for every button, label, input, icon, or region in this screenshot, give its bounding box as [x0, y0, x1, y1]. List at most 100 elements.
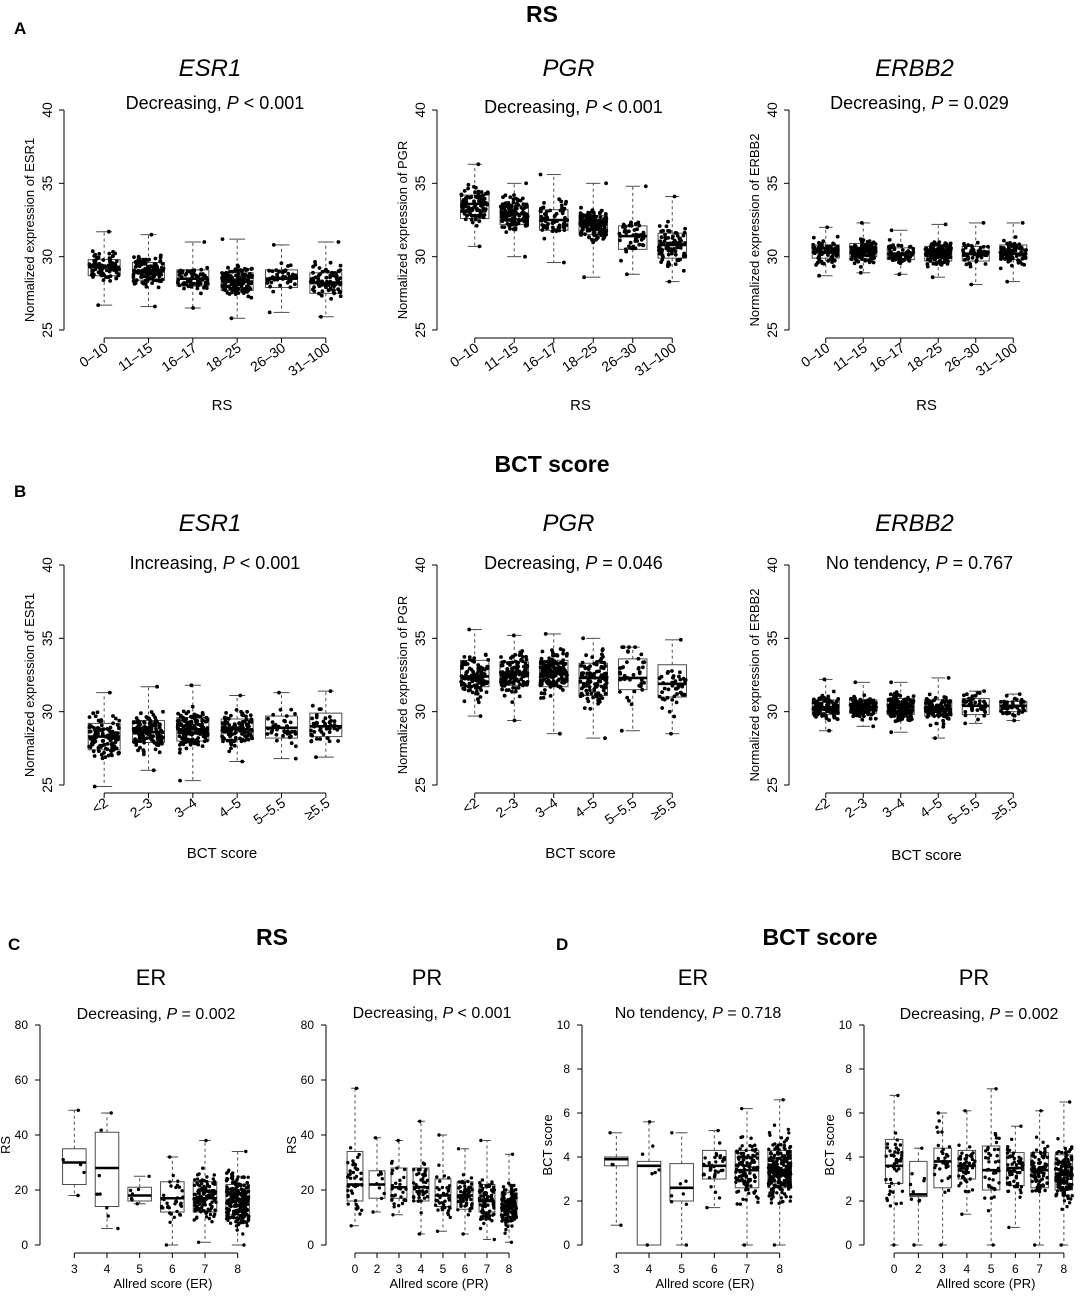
data-point	[465, 669, 470, 674]
data-point	[873, 716, 878, 721]
data-point	[581, 671, 586, 675]
data-point	[194, 738, 199, 742]
data-point	[941, 724, 946, 729]
data-point	[474, 185, 478, 190]
section-title-a: RS	[526, 1, 558, 27]
data-point	[681, 233, 686, 238]
x-tick-label: 2–3	[842, 794, 870, 821]
y-tick-label: 25	[764, 777, 780, 793]
y-axis-label: RS	[0, 1136, 13, 1154]
data-point	[507, 661, 512, 665]
data-point	[151, 768, 156, 773]
y-axis-label: Normalized expression of ESR1	[22, 593, 37, 777]
data-point	[579, 686, 584, 691]
data-point	[666, 228, 670, 233]
data-point	[136, 1187, 141, 1192]
data-point	[200, 1178, 204, 1182]
data-point	[948, 699, 952, 703]
data-point	[512, 718, 517, 723]
data-point	[504, 688, 509, 693]
data-point	[466, 684, 471, 689]
y-tick-label: 80	[15, 1018, 29, 1032]
chart-title: PGR	[542, 55, 594, 82]
data-point	[334, 277, 339, 281]
jitter-points	[265, 690, 298, 761]
data-point	[865, 253, 869, 258]
data-point	[245, 1224, 249, 1228]
data-point	[226, 265, 230, 270]
data-point	[161, 709, 165, 714]
box-group	[176, 240, 210, 310]
data-point	[524, 683, 529, 687]
data-point	[106, 268, 111, 273]
data-point	[925, 262, 930, 266]
data-point	[323, 722, 327, 726]
data-point	[346, 1160, 350, 1165]
data-point	[148, 264, 153, 268]
data-point	[179, 1201, 183, 1206]
data-point	[169, 1212, 173, 1216]
box-group	[159, 1155, 185, 1247]
jitter-points	[498, 181, 530, 259]
data-point	[889, 680, 893, 685]
data-point	[548, 681, 553, 686]
data-point	[155, 265, 160, 270]
data-point	[61, 1158, 65, 1162]
data-point	[99, 1128, 103, 1132]
data-point	[332, 719, 337, 724]
data-point	[597, 219, 602, 224]
data-point	[585, 691, 590, 696]
x-tick-label: 16–17	[519, 339, 560, 375]
data-point	[466, 182, 471, 187]
jitter-points	[459, 162, 490, 249]
data-point	[501, 217, 506, 222]
box-group	[657, 637, 688, 736]
data-point	[601, 688, 606, 693]
data-point	[603, 685, 608, 690]
data-point	[659, 229, 664, 234]
data-point	[198, 732, 203, 736]
data-point	[478, 686, 482, 690]
data-point	[195, 279, 200, 284]
data-point	[931, 261, 936, 266]
box-group	[498, 633, 530, 723]
data-point	[316, 277, 321, 281]
data-point	[309, 728, 313, 733]
y-tick-label: 30	[764, 704, 780, 720]
data-point	[244, 714, 248, 719]
data-point	[601, 237, 606, 241]
data-point	[116, 273, 121, 278]
data-point	[310, 716, 314, 721]
data-point	[863, 257, 868, 262]
data-point	[329, 296, 333, 301]
data-point	[666, 669, 670, 674]
data-point	[469, 1176, 474, 1180]
data-point	[96, 270, 101, 275]
data-point	[466, 1187, 471, 1191]
data-point	[1014, 243, 1018, 248]
x-tick-label: 2	[374, 1262, 381, 1276]
data-point	[628, 240, 633, 245]
jitter-points	[617, 184, 648, 277]
data-point	[270, 269, 275, 274]
data-point	[673, 249, 678, 254]
data-point	[236, 271, 241, 276]
data-point	[164, 1243, 169, 1247]
data-point	[147, 1174, 151, 1179]
data-point	[822, 677, 827, 682]
data-point	[103, 746, 108, 751]
data-point	[188, 283, 193, 288]
data-point	[249, 734, 254, 739]
data-point	[678, 246, 683, 250]
data-point	[478, 695, 483, 699]
data-point	[435, 1175, 439, 1179]
data-point	[459, 193, 464, 198]
chart-title: ER	[136, 965, 167, 990]
data-point	[854, 254, 858, 258]
data-point	[346, 1202, 350, 1206]
data-point	[233, 268, 238, 273]
data-point	[584, 215, 589, 220]
data-point	[327, 739, 332, 744]
data-point	[240, 713, 245, 717]
data-point	[500, 687, 504, 692]
